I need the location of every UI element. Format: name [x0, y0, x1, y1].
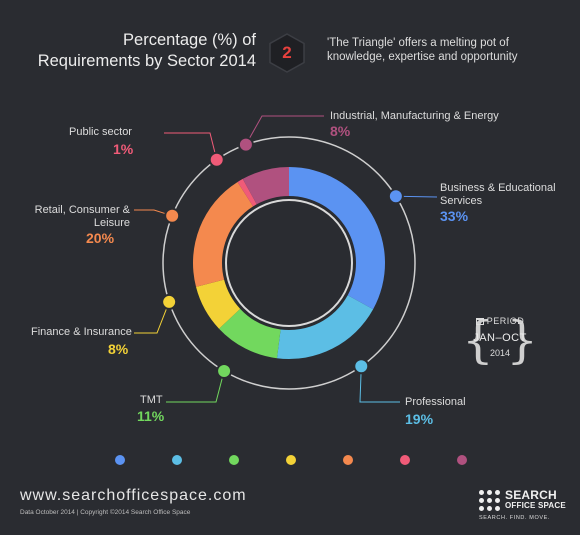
label-retail: Retail, Consumer & Leisure — [18, 204, 130, 230]
tagline: 'The Triangle' offers a melting pot of k… — [327, 37, 518, 63]
orbit-ring — [162, 136, 416, 390]
period-year: 2014 — [489, 348, 511, 358]
donut-slice-4 — [193, 181, 254, 287]
page-title: Percentage (%) of Requirements by Sector… — [18, 30, 256, 72]
label-finance: Finance & Insurance — [31, 326, 132, 338]
period-label-text: PERIOD — [486, 316, 525, 326]
left-brace: { — [462, 311, 494, 369]
legend-dot-industrial — [457, 455, 467, 465]
badge-number: 2 — [282, 43, 292, 62]
legend-dot-tmt — [229, 455, 239, 465]
brand-tagline: SEARCH. FIND. MOVE. — [479, 515, 550, 521]
period-box: { } PERIOD JAN–OCT 2014 — [460, 310, 540, 376]
donut-hole — [225, 199, 353, 327]
label-public: Public sector — [69, 126, 132, 138]
pct-business: 33% — [440, 208, 469, 224]
donut-slice-3 — [196, 279, 241, 329]
pct-finance: 8% — [108, 341, 129, 357]
donut-slice-5 — [237, 178, 257, 207]
label-tmt: TMT — [140, 394, 163, 406]
callout-marker-6 — [237, 136, 254, 153]
callout-marker-3 — [161, 293, 178, 310]
pct-public: 1% — [113, 141, 134, 157]
donut-slice-2 — [219, 308, 281, 359]
callout-marker-2 — [216, 363, 233, 380]
pct-professional: 19% — [405, 411, 434, 427]
right-brace: } — [506, 311, 538, 369]
donut-slice-1 — [276, 295, 374, 359]
title-line-1: Percentage (%) of — [123, 31, 256, 49]
label-business-line2: Services — [440, 195, 483, 207]
period-label: PERIOD — [460, 316, 540, 326]
pct-tmt: 11% — [137, 408, 165, 424]
callout-marker-0 — [387, 188, 404, 205]
label-retail-line1: Retail, Consumer & — [34, 204, 130, 216]
pct-industrial: 8% — [330, 123, 351, 139]
legend-dot-public — [400, 455, 410, 465]
hexagon-icon — [269, 33, 305, 73]
brand-name-2: OFFICE SPACE — [505, 501, 566, 510]
legend-dot-finance — [286, 455, 296, 465]
period-range: JAN–OCT — [473, 332, 527, 344]
color-dots-row — [110, 455, 480, 467]
number-badge: 2 — [267, 33, 307, 73]
label-business-line1: Business & Educational — [440, 182, 556, 194]
leader-line-5 — [164, 132, 218, 160]
legend-dot-professional — [172, 455, 182, 465]
label-retail-line2: Leisure — [93, 217, 130, 229]
donut-slice-6 — [242, 167, 289, 205]
callout-marker-5 — [208, 151, 225, 168]
brand-name: SEARCH — [505, 488, 557, 502]
label-industrial: Industrial, Manufacturing & Energy — [330, 110, 499, 122]
pct-retail: 20% — [86, 230, 115, 246]
leader-line-6 — [245, 115, 324, 145]
website-link[interactable]: www.searchofficespace.com — [20, 487, 247, 504]
dot-grid-logo-icon — [479, 490, 501, 512]
leader-line-1 — [359, 366, 400, 403]
calendar-icon — [475, 318, 484, 325]
legend-dot-retail — [343, 455, 353, 465]
footer-note: Data October 2014 | Copyright ©2014 Sear… — [20, 509, 191, 516]
callout-marker-1 — [353, 358, 370, 375]
label-professional: Professional — [405, 396, 466, 408]
title-line-2: Requirements by Sector 2014 — [37, 52, 256, 70]
brand-logo: SEARCH OFFICE SPACE SEARCH. FIND. MOVE. — [479, 488, 571, 526]
label-business: Business & Educational Services — [440, 182, 556, 208]
leader-line-3 — [134, 301, 170, 334]
leader-line-2 — [166, 370, 225, 403]
donut-slice-0 — [289, 167, 385, 310]
legend-dot-business — [115, 455, 125, 465]
callout-marker-4 — [164, 207, 181, 224]
